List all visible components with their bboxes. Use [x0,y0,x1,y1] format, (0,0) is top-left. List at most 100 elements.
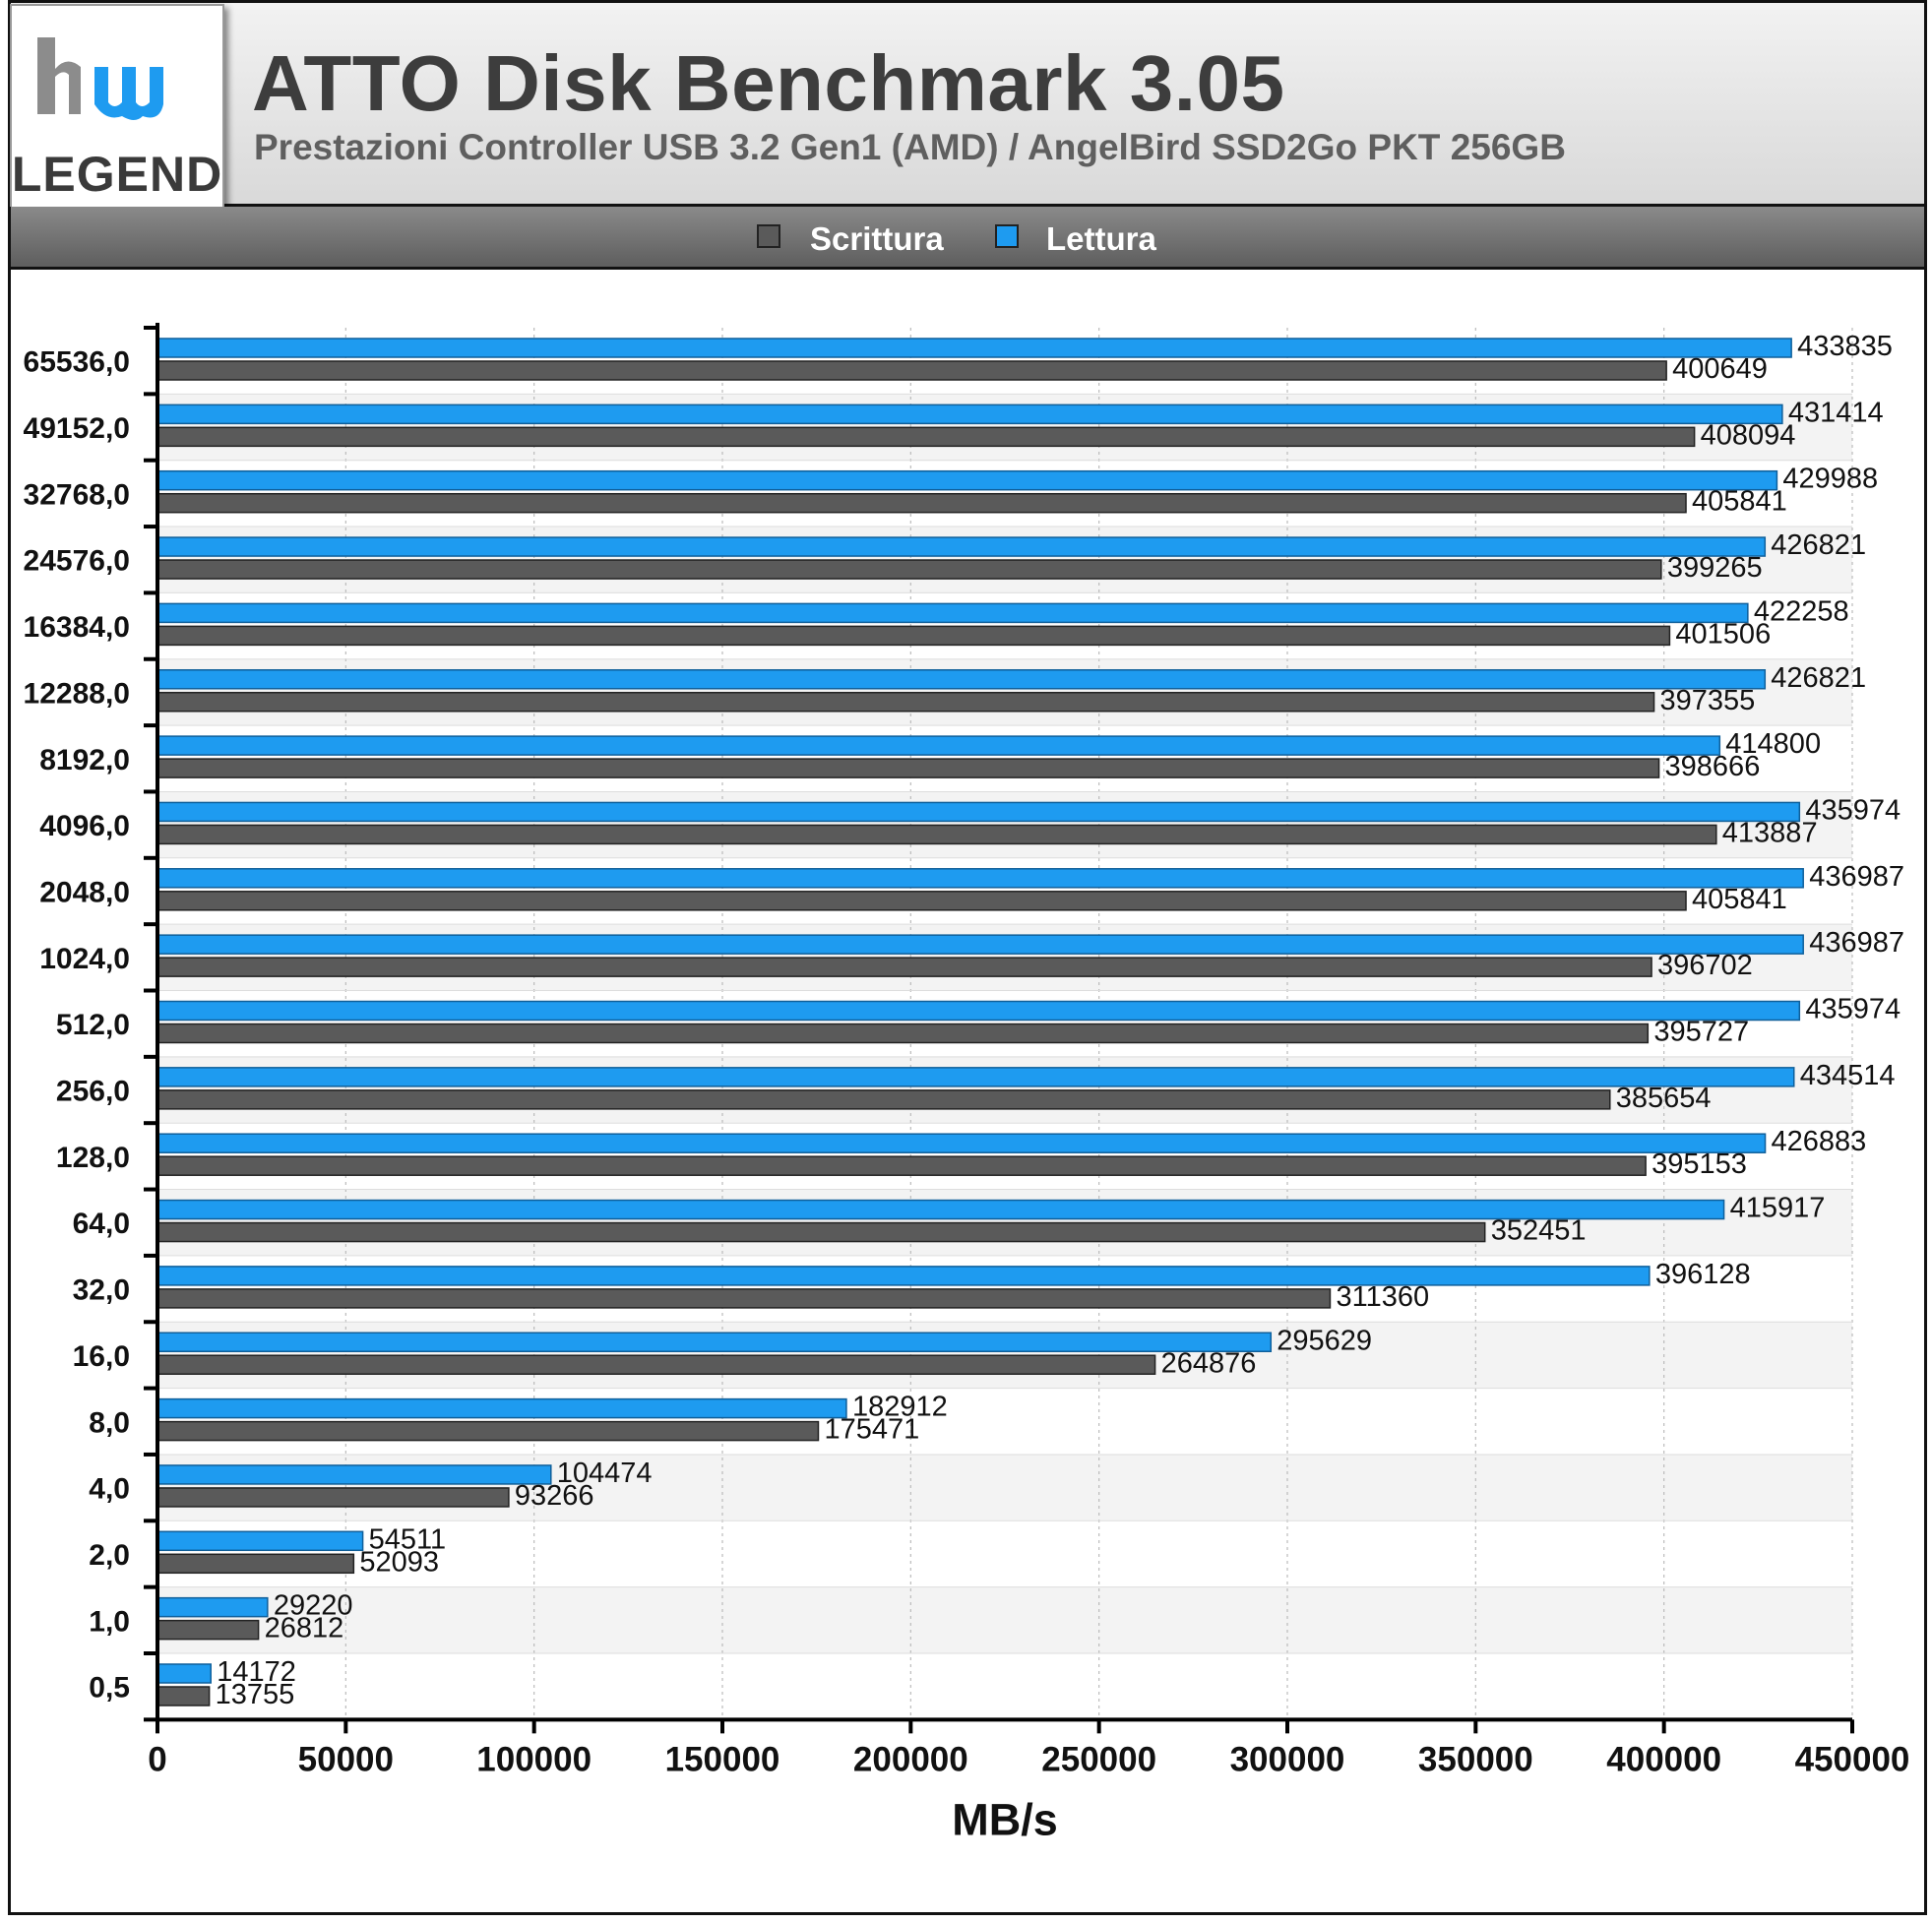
bar-lettura [156,669,1767,690]
chart-title: ATTO Disk Benchmark 3.05 [252,39,1285,127]
bar-scrittura [156,1686,211,1706]
data-label-lettura: 429988 [1782,464,1878,495]
legend-swatch-lettura [995,224,1019,248]
data-label-lettura: 14172 [217,1656,296,1688]
bar-scrittura [156,1553,355,1575]
bar-lettura [156,1530,364,1552]
bar-lettura [156,1596,269,1618]
data-label-scrittura: 311360 [1336,1281,1429,1313]
hwlegend-logo: LEGEND [10,4,224,218]
bar-scrittura [156,1354,1156,1375]
data-label-lettura: 396128 [1655,1259,1751,1290]
bar-lettura [156,1663,212,1684]
x-tick-label: 250000 [1041,1740,1156,1778]
data-label-lettura: 426821 [1771,662,1866,694]
category-label: 65536,0 [24,346,130,379]
bar-lettura [156,868,1804,889]
bar-lettura [156,536,1767,557]
bar-lettura [156,735,1721,756]
category-label: 32,0 [73,1274,130,1307]
legend-swatch-scrittura [757,224,780,248]
category-label: 2,0 [89,1539,130,1572]
data-label-lettura: 182912 [852,1392,948,1423]
data-label-lettura: 435974 [1805,794,1901,826]
x-axis-label: MB/s [952,1794,1058,1844]
row-band [157,1586,1852,1653]
bar-scrittura [156,625,1671,647]
data-label-scrittura: 352451 [1491,1215,1587,1247]
bar-scrittura [156,1288,1332,1309]
category-label: 32768,0 [24,478,130,511]
bar-scrittura [156,559,1662,580]
x-tick-label: 300000 [1230,1740,1345,1778]
x-tick-label: 200000 [853,1740,968,1778]
category-label: 8,0 [89,1406,130,1439]
bar-scrittura [156,1221,1486,1243]
bar-lettura [156,338,1792,358]
data-label-lettura: 426821 [1771,529,1866,561]
x-tick-label: 450000 [1795,1740,1910,1778]
data-label-lettura: 29220 [274,1590,353,1622]
bar-scrittura [156,1619,260,1641]
category-label: 512,0 [56,1009,130,1041]
x-tick-label: 400000 [1606,1740,1721,1778]
bar-lettura [156,1332,1273,1352]
data-label-lettura: 435974 [1805,994,1901,1025]
bar-lettura [156,469,1778,491]
category-label: 8192,0 [39,744,130,776]
bar-scrittura [156,824,1717,845]
x-tick-label: 100000 [476,1740,592,1778]
legend-label-lettura: Lettura [1046,220,1156,257]
data-label-lettura: 422258 [1754,595,1849,627]
bar-lettura [156,1397,847,1419]
bar-scrittura [156,1420,820,1442]
x-tick-label: 0 [148,1740,166,1778]
category-label: 16,0 [73,1340,130,1373]
bar-scrittura [156,426,1696,448]
legend-label-scrittura: Scrittura [810,220,944,257]
data-label-lettura: 436987 [1809,927,1904,959]
data-label-scrittura: 26812 [265,1613,344,1644]
chart-legend: Scrittura Lettura [8,207,1927,270]
bar-lettura [156,1000,1801,1022]
bar-scrittura [156,492,1687,514]
bar-scrittura [156,692,1655,713]
x-tick-label: 150000 [665,1740,780,1778]
bar-lettura [156,801,1801,823]
bar-lettura [156,934,1804,955]
data-label-scrittura: 405841 [1692,486,1787,518]
category-label: 64,0 [73,1208,130,1240]
data-label-lettura: 414800 [1725,728,1821,760]
category-label: 2048,0 [39,876,130,908]
bar-scrittura [156,1023,1650,1044]
data-label-lettura: 426883 [1772,1126,1867,1157]
data-label-scrittura: 52093 [359,1546,439,1578]
data-label-scrittura: 413887 [1722,817,1818,848]
data-label-lettura: 54511 [369,1523,447,1555]
category-label: 0,5 [89,1672,130,1705]
data-label-lettura: 434514 [1800,1060,1896,1091]
category-label: 4096,0 [39,810,130,842]
data-label-scrittura: 408094 [1701,419,1796,451]
data-label-lettura: 431414 [1788,397,1884,428]
bar-lettura [156,602,1749,624]
data-label-scrittura: 398666 [1665,751,1761,782]
bar-scrittura [156,957,1652,977]
data-label-lettura: 415917 [1730,1193,1826,1224]
category-label: 4,0 [89,1473,130,1506]
category-label: 128,0 [56,1142,130,1174]
bar-lettura [156,1133,1767,1153]
data-label-scrittura: 395153 [1652,1148,1747,1180]
category-label: 256,0 [56,1076,130,1108]
bar-lettura [156,403,1783,425]
data-label-scrittura: 399265 [1667,552,1763,584]
chart-subtitle: Prestazioni Controller USB 3.2 Gen1 (AMD… [254,127,1566,167]
data-label-scrittura: 264876 [1161,1347,1257,1379]
bar-scrittura [156,758,1660,778]
data-label-lettura: 104474 [557,1458,653,1489]
data-label-scrittura: 401506 [1675,618,1771,650]
data-label-scrittura: 400649 [1672,353,1768,385]
svg-text:LEGEND: LEGEND [12,147,222,202]
x-tick-label: 50000 [298,1740,394,1778]
